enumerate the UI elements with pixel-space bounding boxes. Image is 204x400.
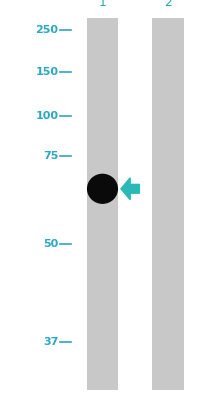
Bar (86, 18, 118, 390)
Bar (151, 18, 183, 390)
Text: 50: 50 (43, 239, 58, 249)
Text: 37: 37 (43, 337, 58, 347)
Text: 75: 75 (43, 151, 58, 161)
Text: 1: 1 (98, 0, 106, 9)
Ellipse shape (87, 174, 117, 203)
Text: 150: 150 (35, 67, 58, 77)
Text: 2: 2 (163, 0, 171, 9)
Text: 250: 250 (35, 25, 58, 35)
FancyArrow shape (120, 178, 139, 200)
Text: 100: 100 (35, 111, 58, 121)
